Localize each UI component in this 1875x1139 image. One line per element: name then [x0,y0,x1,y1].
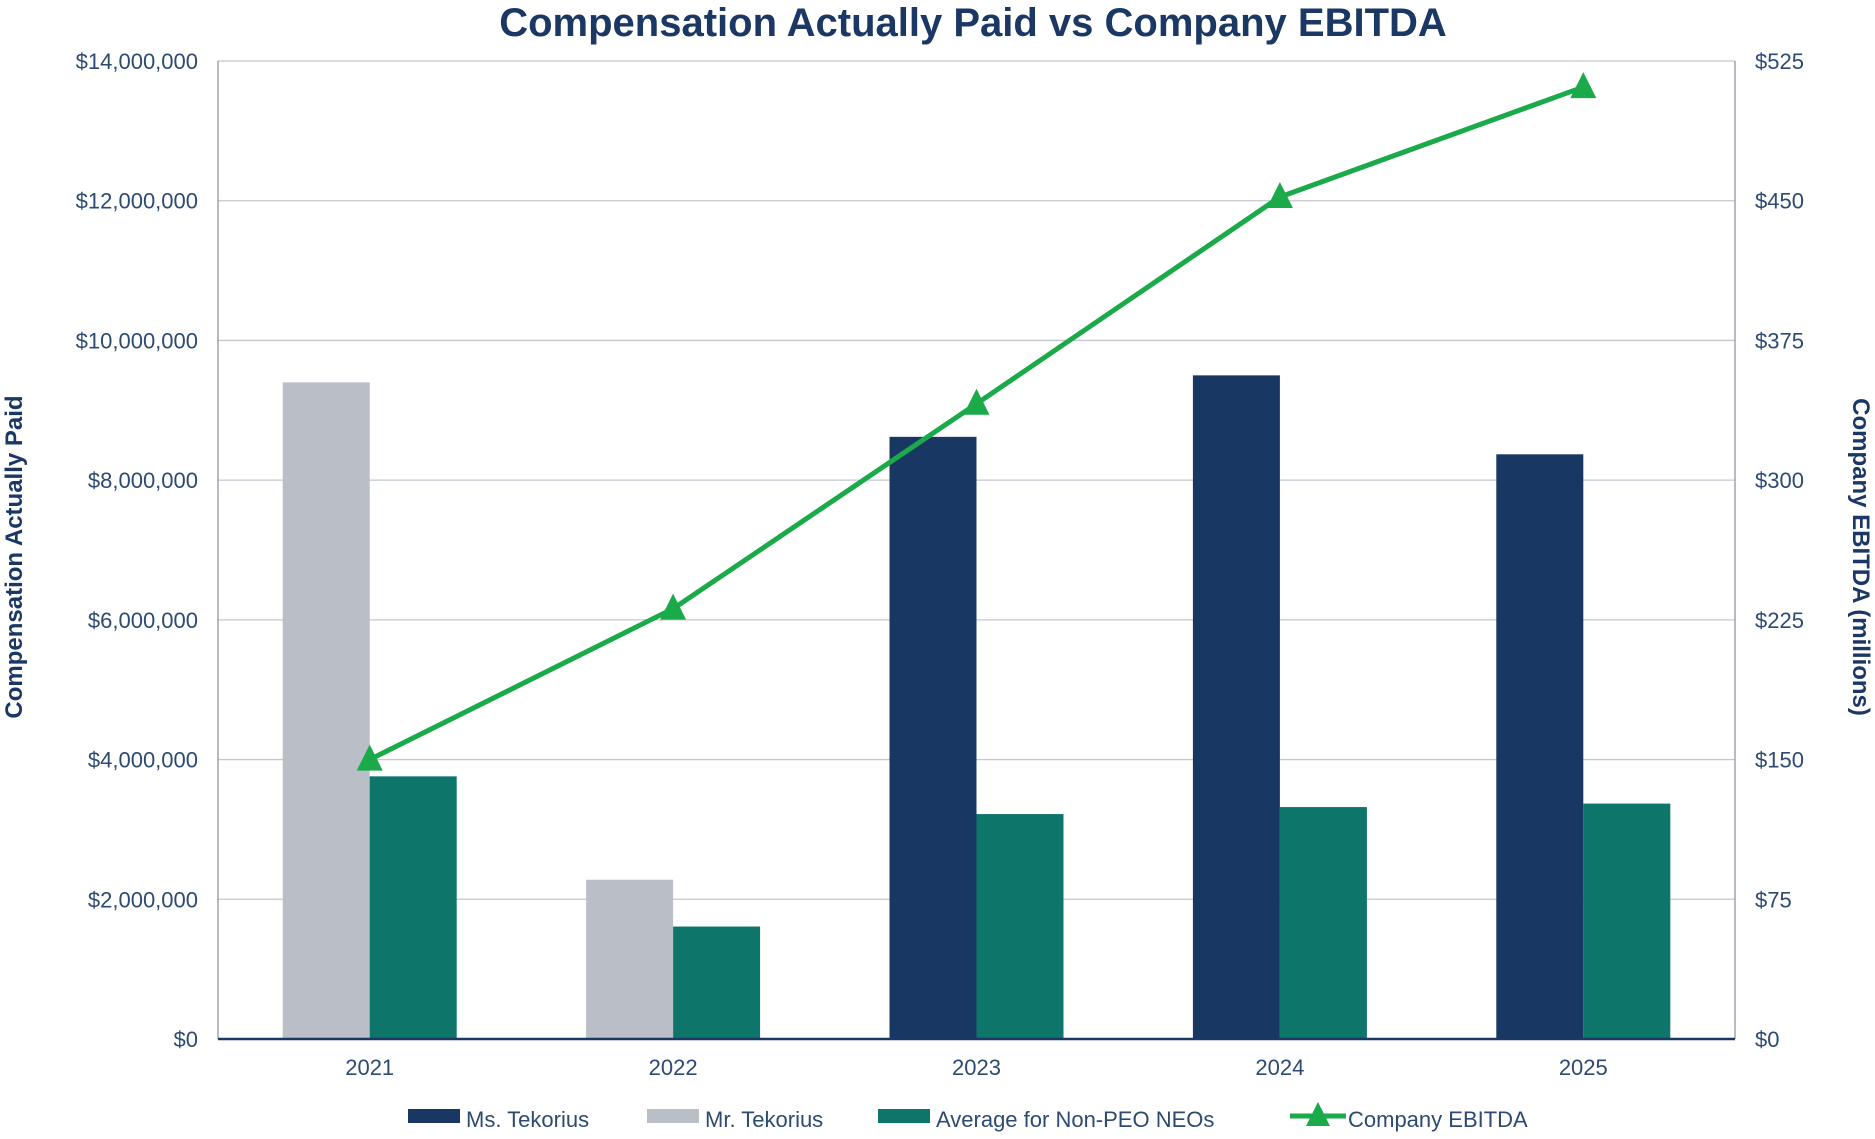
y2-tick-label: $300 [1755,468,1804,493]
legend-label-company-ebitda: Company EBITDA [1348,1107,1528,1132]
y2-tick-label: $525 [1755,49,1804,74]
y-tick-label: $6,000,000 [88,608,198,633]
bar-average-for-non-peo-neos [1583,803,1671,1039]
y2-tick-label: $375 [1755,328,1804,353]
ebitda-line [368,84,1585,762]
legend-marker-company-ebitda [1306,1102,1330,1126]
legend-swatch-average-for-non-peo-neos [878,1109,930,1123]
bar-ms-tekorius [889,436,977,1039]
y2-tick-label: $0 [1755,1027,1779,1052]
ebitda-point [356,744,383,771]
y-tick-label: $8,000,000 [88,468,198,493]
bar-average-for-non-peo-neos [673,926,761,1039]
bar-average-for-non-peo-neos [1279,807,1367,1039]
ebitda-point [1570,72,1597,99]
legend-label-ms-tekorius: Ms. Tekorius [466,1107,589,1132]
y-tick-label: $14,000,000 [76,49,198,74]
legend-label-average-for-non-peo-neos: Average for Non-PEO NEOs [936,1107,1214,1132]
y2-axis-title: Company EBITDA (millions) [1847,398,1874,716]
y-tick-label: $10,000,000 [76,328,198,353]
ebitda-point [963,388,990,415]
legend-label-mr-tekorius: Mr. Tekorius [705,1107,823,1132]
legend-swatch-mr-tekorius [647,1109,699,1123]
chart-title: Compensation Actually Paid vs Company EB… [499,1,1447,45]
bar-average-for-non-peo-neos [369,776,457,1039]
legend-swatch-ms-tekorius [408,1109,460,1123]
y-tick-label: $4,000,000 [88,748,198,773]
y2-tick-label: $225 [1755,608,1804,633]
y2-tick-label: $75 [1755,887,1792,912]
x-tick-label: 2021 [345,1055,394,1080]
x-tick-label: 2024 [1255,1055,1304,1080]
x-tick-label: 2023 [952,1055,1001,1080]
bar-mr-tekorius [586,879,674,1039]
y-tick-label: $2,000,000 [88,887,198,912]
y2-tick-label: $450 [1755,189,1804,214]
y-tick-label: $12,000,000 [76,189,198,214]
bar-ms-tekorius [1192,375,1280,1039]
bar-ms-tekorius [1496,454,1584,1039]
bar-average-for-non-peo-neos [976,814,1064,1039]
bar-mr-tekorius [282,382,370,1039]
y-tick-label: $0 [174,1027,198,1052]
y2-tick-label: $150 [1755,748,1804,773]
ebitda-point [660,593,687,620]
ebitda-point [1266,181,1293,208]
y-axis-title: Compensation Actually Paid [1,395,28,718]
x-tick-label: 2022 [649,1055,698,1080]
x-tick-label: 2025 [1559,1055,1608,1080]
